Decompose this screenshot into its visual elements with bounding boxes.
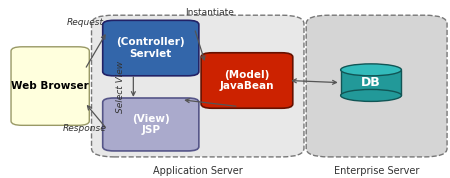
FancyBboxPatch shape (103, 98, 199, 151)
Text: Enterprise Server: Enterprise Server (334, 166, 419, 176)
Text: Web Browser: Web Browser (11, 81, 89, 91)
Text: (Model)
JavaBean: (Model) JavaBean (220, 70, 274, 91)
FancyBboxPatch shape (91, 15, 304, 157)
Text: Request: Request (66, 18, 104, 27)
Text: Select View: Select View (116, 61, 125, 113)
Text: DB: DB (361, 76, 381, 89)
FancyBboxPatch shape (103, 20, 199, 76)
Ellipse shape (341, 90, 401, 101)
Text: Application Server: Application Server (153, 166, 243, 176)
Text: (Controller)
Servlet: (Controller) Servlet (117, 37, 185, 59)
FancyBboxPatch shape (11, 47, 89, 125)
FancyBboxPatch shape (306, 15, 447, 157)
FancyBboxPatch shape (201, 53, 293, 108)
Polygon shape (341, 70, 401, 95)
Text: Response: Response (63, 124, 107, 134)
Text: Instantiate: Instantiate (185, 8, 234, 17)
Text: (View)
JSP: (View) JSP (132, 114, 170, 135)
Ellipse shape (341, 64, 401, 76)
